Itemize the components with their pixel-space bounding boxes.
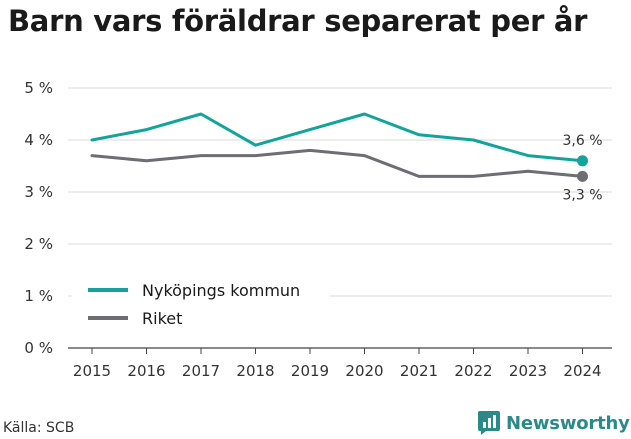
- x-tick-label: 2021: [400, 362, 438, 380]
- chart-title: Barn vars föräldrar separerat per år: [8, 4, 588, 38]
- x-tick-label: 2023: [509, 362, 547, 380]
- y-tick-label: 0 %: [24, 339, 53, 357]
- legend-label: Nyköpings kommun: [142, 281, 300, 300]
- y-tick-label: 4 %: [24, 131, 53, 149]
- x-tick-label: 2024: [563, 362, 601, 380]
- x-tick-label: 2016: [127, 362, 165, 380]
- x-tick-label: 2017: [182, 362, 220, 380]
- y-tick-label: 1 %: [24, 287, 53, 305]
- end-value-label: 3,3 %: [562, 187, 602, 203]
- x-tick-label: 2020: [345, 362, 383, 380]
- y-tick-label: 2 %: [24, 235, 53, 253]
- bar-chart-speech-bubble-icon: [478, 411, 500, 435]
- end-value-label: 3,6 %: [562, 133, 602, 149]
- y-tick-label: 5 %: [24, 79, 53, 97]
- x-tick-label: 2022: [454, 362, 492, 380]
- brand-name: Newsworthy: [506, 412, 630, 434]
- brand-logo: Newsworthy: [477, 410, 630, 436]
- series-line-riket: [90, 148, 584, 178]
- y-tick-label: 3 %: [24, 183, 53, 201]
- series-end-point: [577, 155, 588, 167]
- legend-label: Riket: [142, 309, 182, 328]
- x-tick-label: 2019: [291, 362, 329, 380]
- source-note: Källa: SCB: [3, 420, 75, 436]
- x-tick-label: 2018: [236, 362, 274, 380]
- x-tick-label: 2015: [73, 362, 111, 380]
- series-end-point: [577, 170, 588, 182]
- series-line-nykoping: [90, 112, 584, 163]
- legend-background: [72, 272, 330, 336]
